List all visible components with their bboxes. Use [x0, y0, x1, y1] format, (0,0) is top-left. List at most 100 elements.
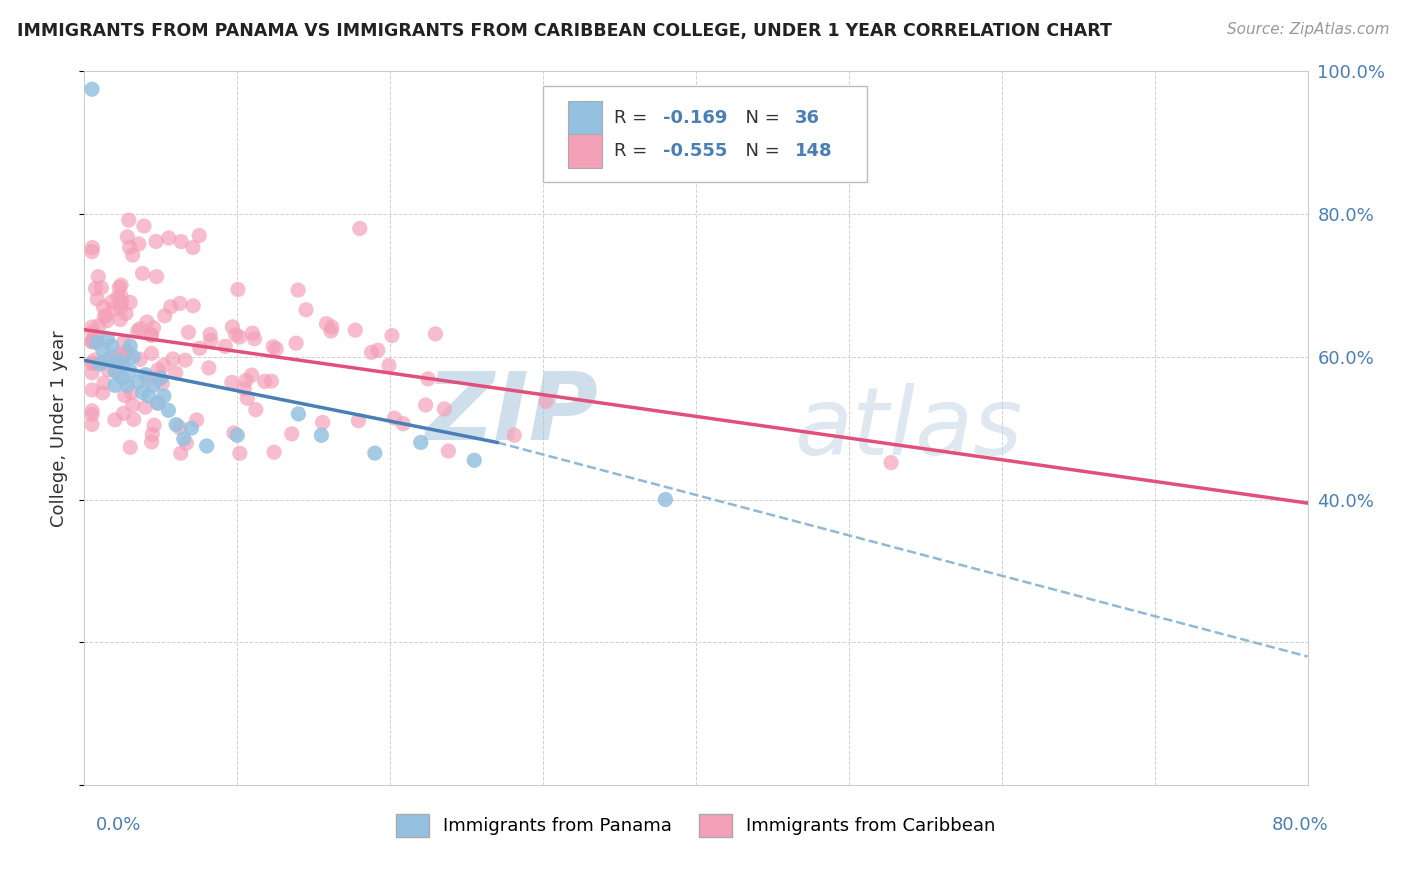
Point [425, 326, 447, 341]
Point [145, 235, 167, 249]
Point [128, 322, 150, 336]
Point [104, 413, 127, 427]
Point [111, 357, 134, 371]
Point [87, 269, 110, 284]
Point [321, 320, 343, 334]
Point [534, 394, 557, 409]
Point [159, 300, 181, 314]
Text: atlas: atlas [794, 383, 1022, 474]
Point [195, 439, 218, 453]
Point [108, 368, 131, 382]
Point [311, 416, 333, 430]
Point [91, 343, 114, 357]
Point [80, 357, 103, 371]
Point [80, 82, 103, 96]
Point [107, 290, 129, 304]
Point [243, 332, 266, 346]
Point [84, 282, 107, 296]
Point [80, 417, 103, 432]
Point [115, 306, 138, 320]
Point [315, 317, 337, 331]
Point [97, 363, 120, 377]
Point [138, 389, 160, 403]
Point [107, 353, 129, 368]
Point [198, 360, 221, 375]
Point [141, 427, 163, 442]
Point [115, 344, 138, 359]
Point [262, 340, 284, 354]
Point [120, 385, 142, 400]
Point [225, 327, 247, 342]
Text: 36: 36 [794, 109, 820, 127]
Point [295, 302, 318, 317]
Point [188, 341, 211, 355]
Point [120, 440, 142, 454]
Text: N =: N = [734, 109, 786, 127]
Point [186, 413, 208, 427]
Point [880, 456, 903, 470]
Text: ZIP: ZIP [425, 368, 598, 460]
Point [82, 325, 104, 339]
Point [319, 324, 342, 338]
Point [118, 213, 141, 227]
Point [121, 398, 143, 412]
Bar [568, 101, 602, 135]
Point [222, 425, 245, 440]
Point [120, 295, 142, 310]
Point [110, 301, 132, 315]
Point [110, 278, 132, 293]
Point [93, 310, 115, 324]
Point [378, 359, 401, 373]
Point [80, 408, 103, 422]
Point [110, 295, 132, 310]
Point [221, 376, 243, 390]
Point [236, 391, 259, 405]
Point [180, 421, 202, 435]
Point [101, 294, 124, 309]
Point [146, 396, 169, 410]
Point [110, 312, 132, 326]
Point [118, 240, 141, 254]
Point [80, 366, 103, 380]
Point [145, 269, 167, 284]
Text: -0.555: -0.555 [664, 143, 727, 161]
Text: 148: 148 [794, 143, 832, 161]
Point [169, 296, 191, 310]
Point [157, 403, 180, 417]
Point [136, 372, 159, 386]
Point [103, 350, 125, 364]
Point [105, 348, 128, 362]
Point [170, 235, 193, 249]
Point [200, 334, 222, 348]
Point [360, 345, 382, 359]
Point [169, 420, 191, 434]
Point [141, 435, 163, 450]
Point [165, 417, 187, 432]
Point [170, 446, 193, 460]
Point [347, 414, 370, 428]
Point [281, 426, 304, 441]
Point [141, 346, 163, 360]
Text: 80.0%: 80.0% [1272, 816, 1329, 834]
Point [115, 346, 138, 360]
Point [384, 411, 406, 425]
Point [174, 353, 197, 368]
Point [86, 335, 108, 350]
Point [135, 368, 157, 382]
Point [392, 417, 415, 431]
Point [96, 353, 118, 368]
Point [117, 230, 139, 244]
Point [111, 371, 134, 385]
Point [503, 428, 526, 442]
Point [162, 351, 184, 366]
Point [226, 283, 249, 297]
Point [80, 334, 103, 349]
Point [131, 267, 153, 281]
Point [114, 388, 136, 402]
Point [91, 385, 114, 400]
Point [142, 321, 165, 335]
Point [127, 324, 149, 338]
Point [228, 330, 250, 344]
Point [93, 376, 115, 390]
Point [463, 453, 485, 467]
